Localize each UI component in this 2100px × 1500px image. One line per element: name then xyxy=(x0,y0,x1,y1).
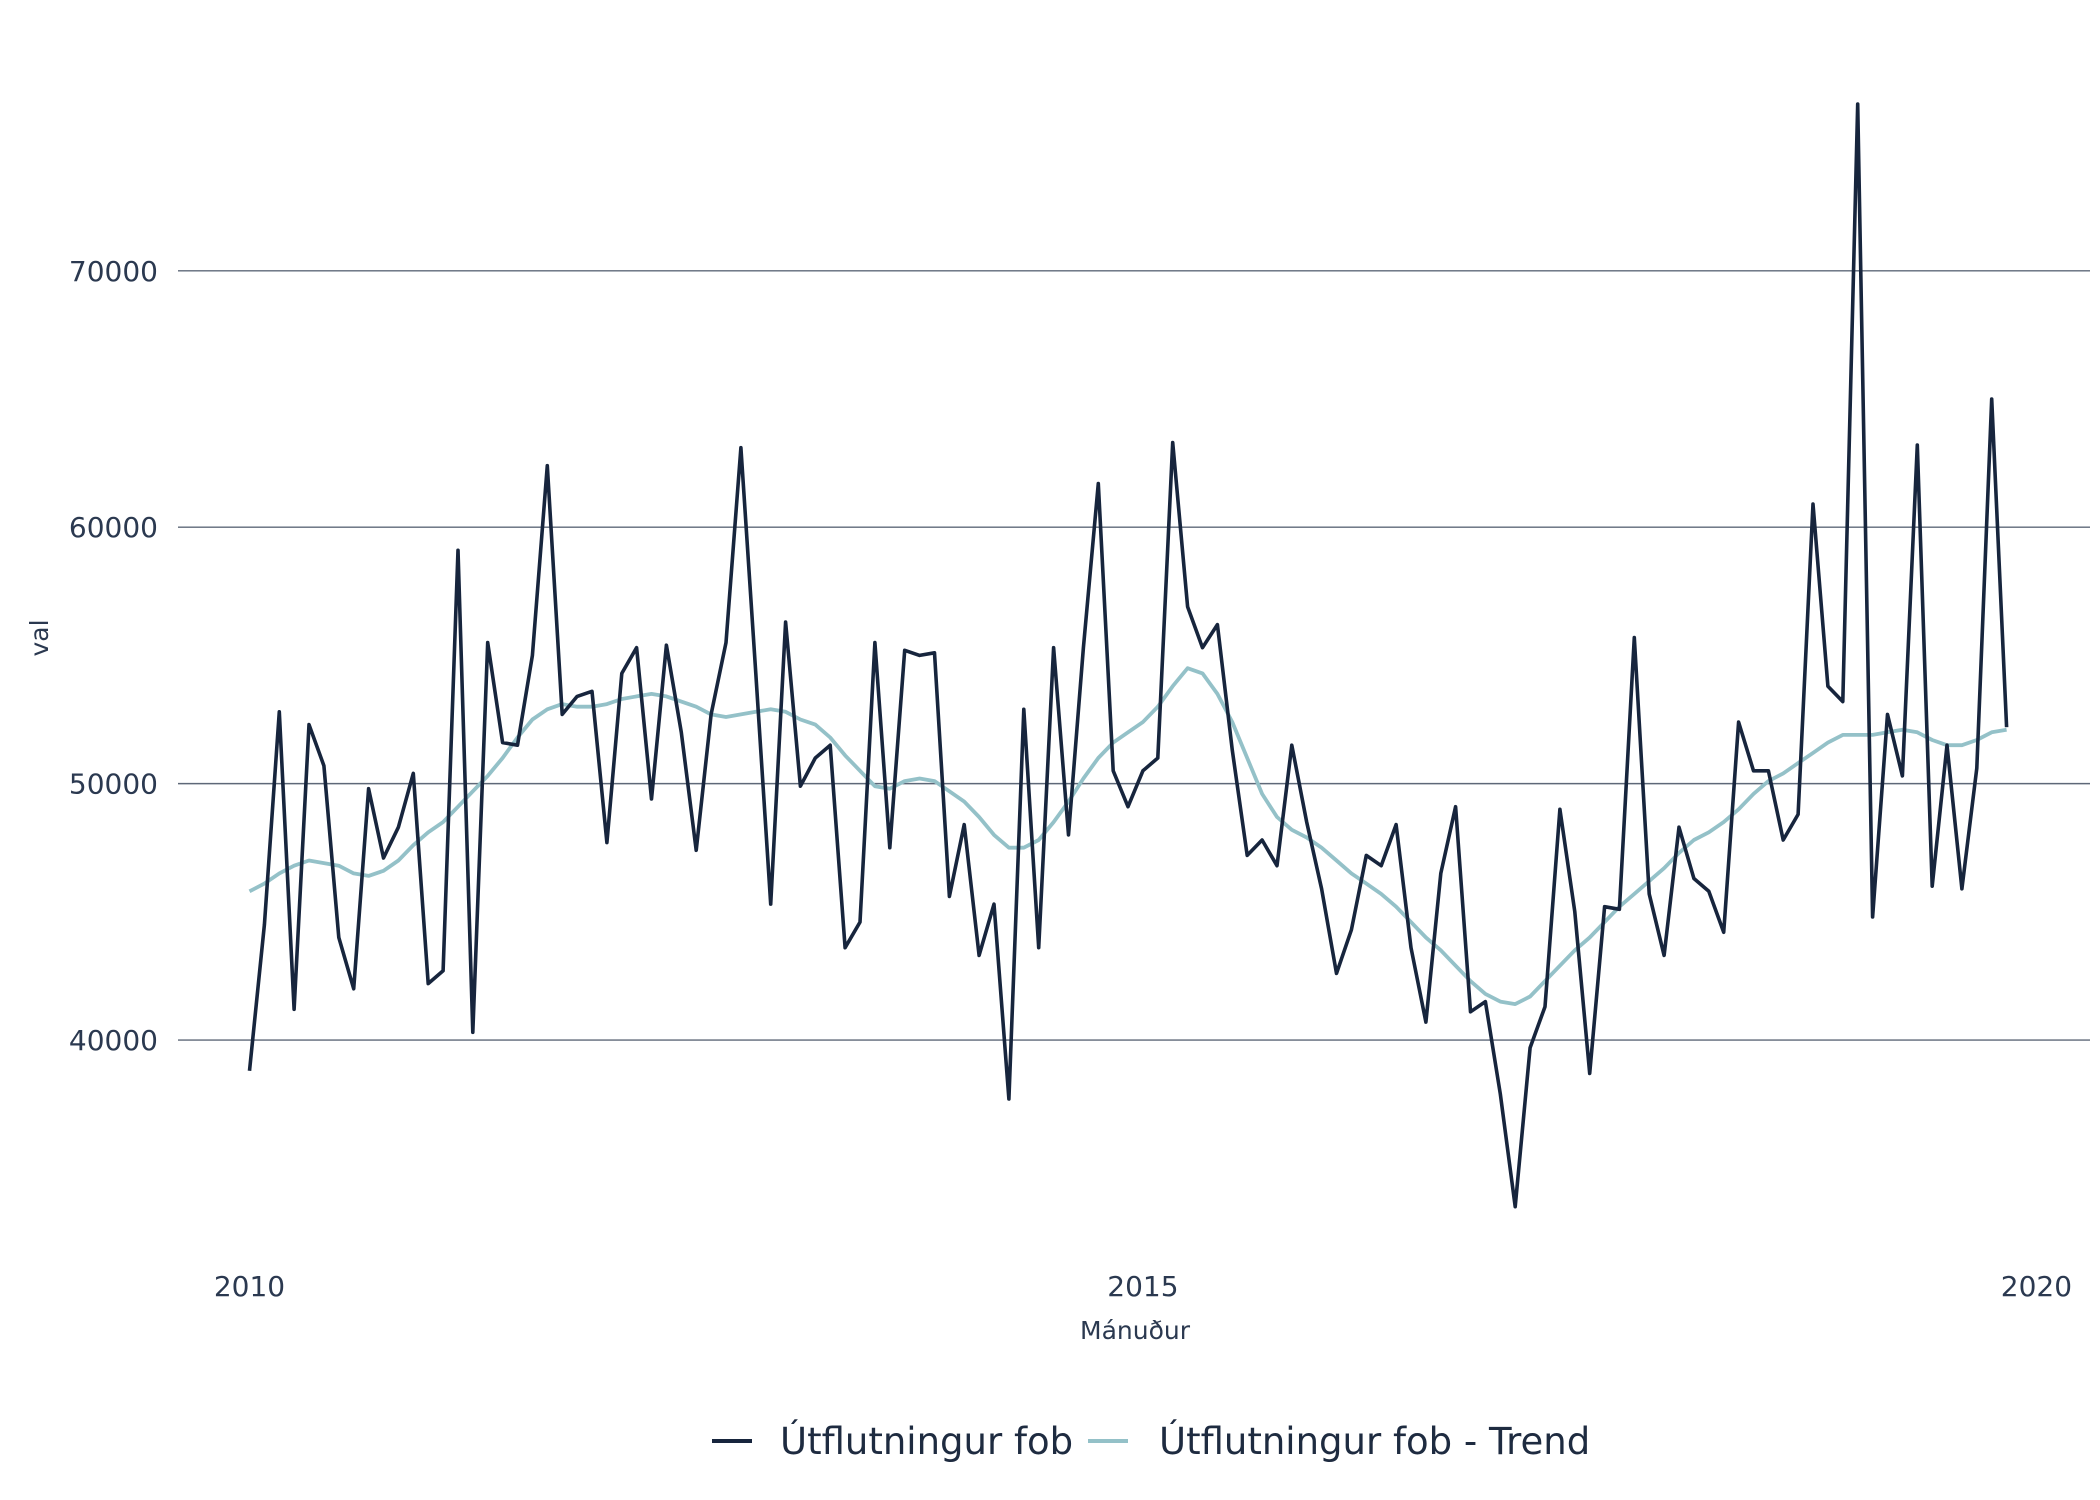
series-line-exports xyxy=(247,102,2009,1209)
y-tick-label: 40000 xyxy=(69,1024,158,1057)
y-tick-label: 50000 xyxy=(69,768,158,801)
x-tick-label: 2015 xyxy=(1107,1270,1178,1303)
x-axis-ticks: 2010 2015 2020 xyxy=(214,1270,2072,1303)
series-lines xyxy=(247,102,2009,1209)
y-tick-label: 70000 xyxy=(69,255,158,288)
gridlines xyxy=(178,270,2090,1041)
x-tick-label: 2020 xyxy=(2001,1270,2072,1303)
legend-label-exports: Útflutningur fob xyxy=(780,1419,1073,1463)
y-tick-label: 60000 xyxy=(69,511,158,544)
y-axis-title: val xyxy=(25,619,54,656)
legend: Útflutningur fob Útflutningur fob - Tren… xyxy=(712,1419,1590,1463)
legend-label-exports-trend: Útflutningur fob - Trend xyxy=(1159,1419,1590,1463)
x-tick-label: 2010 xyxy=(214,1270,285,1303)
series-line-exports-trend xyxy=(248,666,2007,1006)
y-axis-ticks: 40000 50000 60000 70000 xyxy=(69,255,158,1057)
x-axis-title: Mánuður xyxy=(1080,1316,1191,1345)
